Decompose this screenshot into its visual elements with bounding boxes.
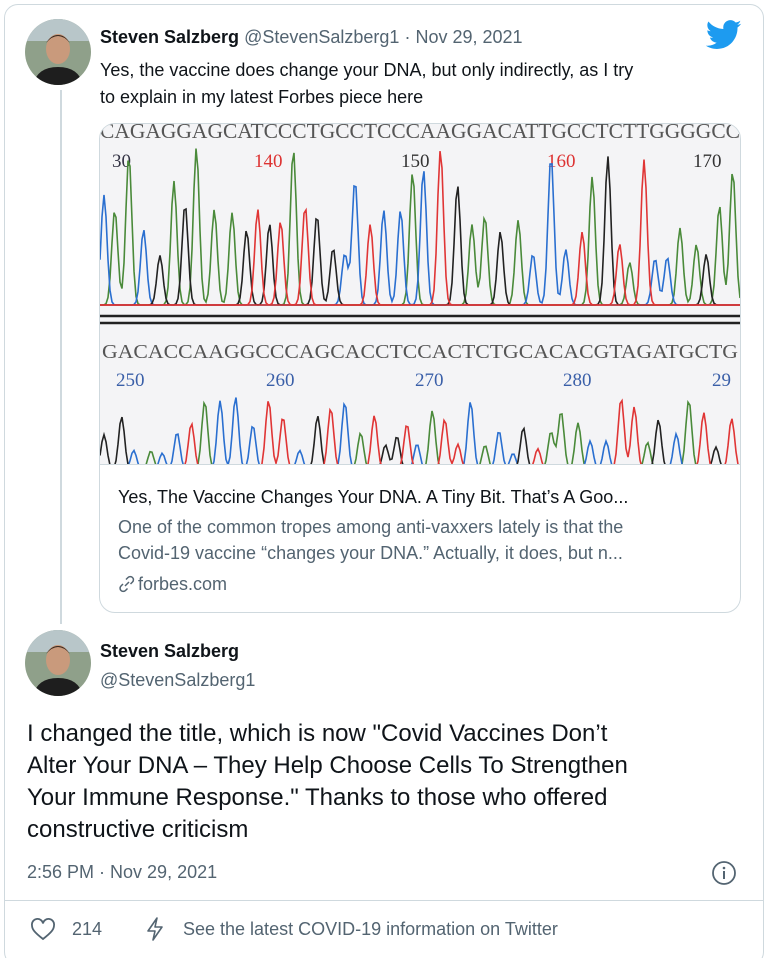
reply-text-line: Your Immune Response." Thanks to those w…	[27, 784, 608, 811]
trace	[145, 399, 697, 464]
covid-info-link[interactable]: See the latest COVID-19 information on T…	[183, 919, 558, 939]
info-icon[interactable]	[711, 860, 737, 886]
author-handle[interactable]: @StevenSalzberg1	[244, 27, 400, 47]
card-description-line: Covid-19 vaccine “changes your DNA.” Act…	[118, 543, 623, 563]
separator: ·	[404, 27, 411, 47]
covid-info-icon	[147, 917, 163, 941]
author-handle[interactable]: @StevenSalzberg1	[100, 670, 256, 690]
sequence-text: CAGAGGAGCATCCCTGCCTCCCAAGGACATTGCCTCTTGG…	[100, 124, 740, 143]
reply-text-line: constructive criticism	[27, 816, 249, 843]
position-label: 140	[254, 151, 283, 172]
like-count[interactable]: 214	[72, 919, 103, 939]
position-label: 280	[563, 370, 592, 391]
link-card[interactable]: CAGAGGAGCATCCCTGCCTCCCAAGGACATTGCCTCTTGG…	[99, 123, 741, 613]
avatar[interactable]	[25, 19, 91, 85]
trace	[128, 397, 683, 464]
trace	[184, 398, 739, 464]
card-divider	[100, 464, 740, 465]
tweet-text-line: Yes, the vaccine does change your DNA, b…	[100, 60, 634, 80]
thread-line	[60, 90, 62, 624]
tweet-text-line: to explain in my latest Forbes piece her…	[100, 87, 424, 107]
author-name[interactable]: Steven Salzberg	[100, 27, 240, 47]
card-image: CAGAGGAGCATCCCTGCCTCCCAAGGACATTGCCTCTTGG…	[100, 124, 740, 464]
card-domain: forbes.com	[138, 574, 228, 594]
trace	[100, 148, 740, 306]
position-label: 250	[116, 370, 145, 391]
position-label: 150	[401, 151, 430, 172]
position-label: 30	[112, 151, 131, 172]
twitter-logo[interactable]	[706, 20, 742, 50]
position-label: 29	[712, 370, 731, 391]
divider	[5, 900, 763, 901]
reply-text-line: I changed the title, which is now "Covid…	[27, 720, 608, 747]
like-icon[interactable]	[30, 918, 56, 942]
position-label: 260	[266, 370, 295, 391]
tweet-frame	[4, 4, 764, 958]
reply-text-line: Alter Your DNA – They Help Choose Cells …	[27, 752, 628, 779]
card-description-line: One of the common tropes among anti-vaxx…	[118, 517, 624, 537]
timestamp[interactable]: 2:56 PM · Nov 29, 2021	[27, 862, 218, 882]
avatar[interactable]	[25, 630, 91, 696]
card-title: Yes, The Vaccine Changes Your DNA. A Tin…	[118, 487, 629, 507]
link-icon	[119, 575, 135, 593]
position-label: 160	[547, 151, 576, 172]
tweet-date[interactable]: Nov 29, 2021	[415, 27, 523, 47]
position-label: 270	[415, 370, 444, 391]
position-label: 170	[693, 151, 722, 172]
author-name[interactable]: Steven Salzberg	[100, 641, 240, 661]
sequence-text: GACACCAAGGCCCAGCACCTCCACTCTGCACACGTAGATG…	[102, 341, 738, 363]
